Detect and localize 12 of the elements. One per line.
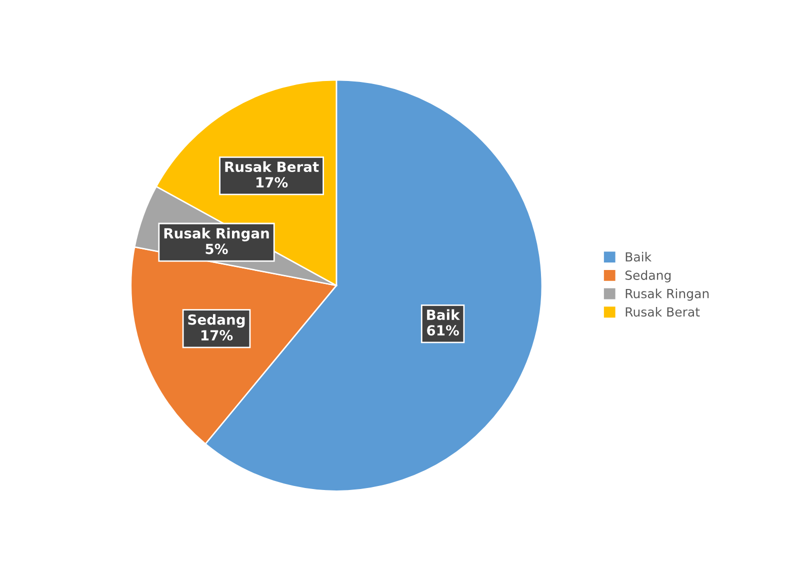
legend-label: Rusak Ringan [626,288,709,301]
legend-label: Baik [626,252,652,262]
legend-label: Sedang [625,270,671,282]
data-label: 61% [427,325,459,336]
legend-label: Rusak Berat [626,306,700,317]
slice-label: Rusak Ringan [164,228,269,242]
data-label: 17% [256,177,288,188]
slice-label: Rusak Berat [225,161,319,172]
slice-label: Baik [427,309,460,320]
slice-label: Sedang [188,314,245,328]
data-label: 5% [206,244,228,254]
data-label: 17% [201,330,233,341]
